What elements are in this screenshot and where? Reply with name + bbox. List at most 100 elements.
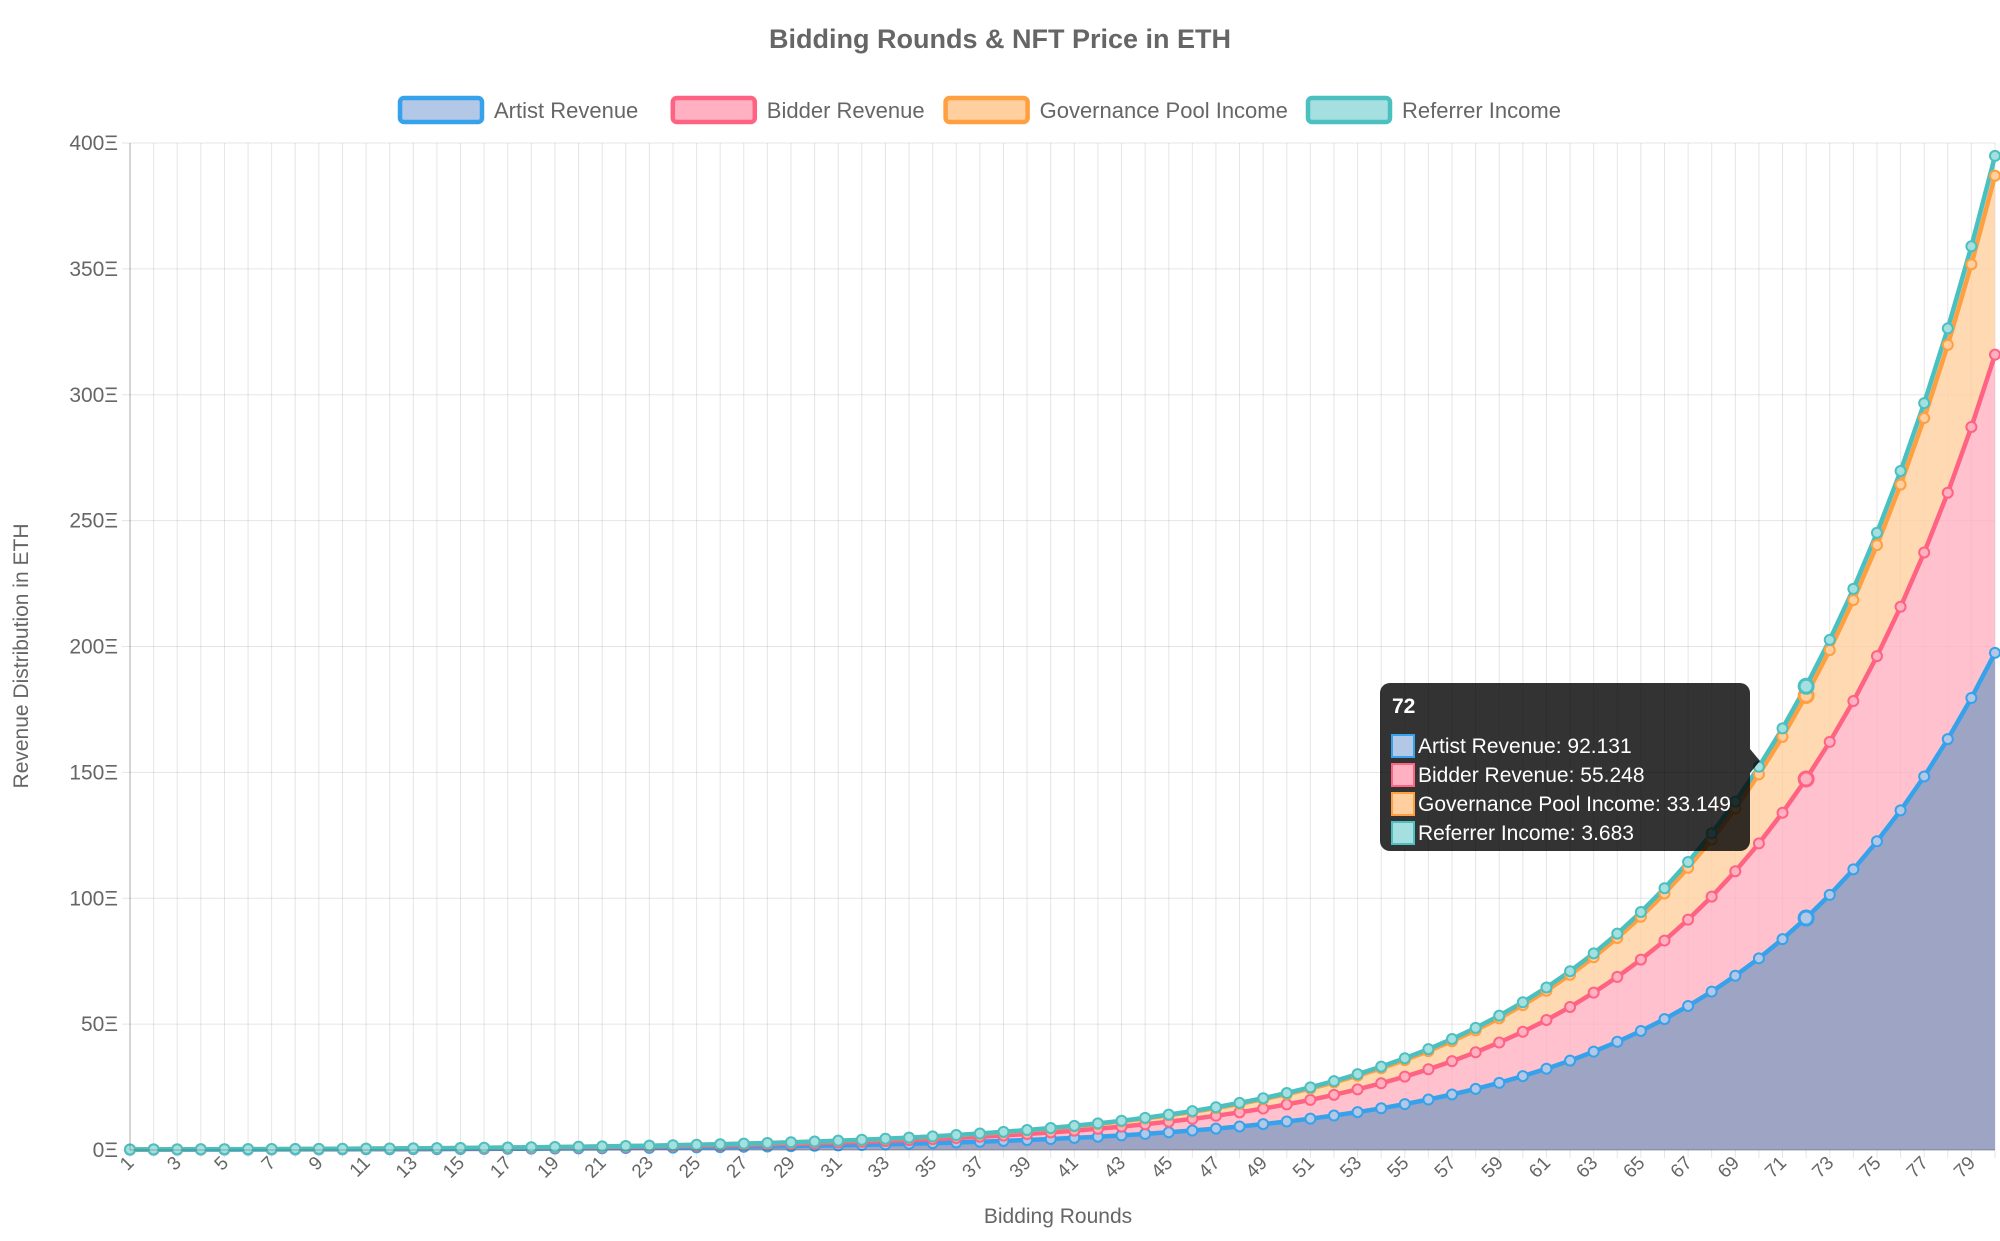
data-point [1941, 338, 1954, 351]
legend: Artist Revenue Bidder Revenue Governance P… [397, 95, 1561, 125]
data-point [1233, 1120, 1246, 1133]
data-point [1705, 985, 1718, 998]
data-point [903, 1131, 916, 1144]
legend-swatch [670, 95, 758, 125]
data-point [879, 1132, 892, 1145]
data-point [785, 1136, 798, 1149]
y-tick-label: 400Ξ [69, 132, 118, 155]
data-point [1139, 1111, 1152, 1124]
data-point [1729, 969, 1742, 982]
x-tick-label: 13 [392, 1153, 422, 1183]
data-point [714, 1138, 727, 1151]
data-point [832, 1134, 845, 1147]
x-tick-label: 69 [1714, 1153, 1744, 1183]
data-point [1068, 1119, 1081, 1132]
tooltip-line: Governance Pool Income: 33.149 [1418, 793, 1731, 816]
data-point [1682, 856, 1695, 869]
data-point [1280, 1115, 1293, 1128]
data-point [1682, 913, 1695, 926]
data-point [1327, 1088, 1340, 1101]
data-point [1422, 1043, 1435, 1056]
data-point [643, 1139, 656, 1152]
data-point [1894, 478, 1907, 491]
data-point [336, 1142, 349, 1155]
data-point [1611, 927, 1624, 940]
data-point [1375, 1060, 1388, 1073]
data-point [1375, 1077, 1388, 1090]
data-point [1918, 397, 1931, 410]
data-point [1304, 1112, 1317, 1125]
data-point [1516, 1025, 1529, 1038]
x-tick-label: 31 [817, 1153, 847, 1183]
data-point [1493, 1009, 1506, 1022]
data-point [1351, 1068, 1364, 1081]
data-point [1115, 1114, 1128, 1127]
data-point [1776, 933, 1789, 946]
data-point [1446, 1032, 1459, 1045]
legend-swatch [943, 95, 1030, 125]
data-point [1398, 1070, 1411, 1083]
data-point [1634, 1024, 1647, 1037]
data-point [1398, 1052, 1411, 1065]
data-point [1823, 888, 1836, 901]
data-point [1918, 412, 1931, 425]
data-point [289, 1142, 302, 1155]
data-point [525, 1141, 538, 1154]
data-point [1540, 1062, 1553, 1075]
y-tick-label: 250Ξ [69, 510, 118, 533]
data-point [1233, 1096, 1246, 1109]
data-point [1044, 1122, 1057, 1135]
data-point [1705, 890, 1718, 903]
data-point [1658, 1013, 1671, 1026]
legend-item: Artist Revenue [397, 95, 638, 125]
data-point [1469, 1021, 1482, 1034]
x-tick-label: 33 [864, 1153, 894, 1183]
series-points [124, 149, 2000, 1156]
data-point [1021, 1124, 1034, 1137]
data-point [1493, 1036, 1506, 1049]
data-point [1894, 804, 1907, 817]
data-point [1752, 952, 1765, 965]
data-point [1375, 1102, 1388, 1115]
x-tick-label: 45 [1147, 1153, 1177, 1183]
data-point [1989, 646, 2000, 659]
x-tick-label: 57 [1431, 1153, 1461, 1183]
data-point [501, 1141, 514, 1154]
data-point [1587, 947, 1600, 960]
data-point [1870, 650, 1883, 663]
data-point [1941, 322, 1954, 335]
data-point [1327, 1075, 1340, 1088]
data-point [1634, 906, 1647, 919]
data-point [1611, 970, 1624, 983]
data-point [1516, 1070, 1529, 1083]
legend-label: Governance Pool Income [1040, 98, 1288, 123]
x-tick-label: 35 [911, 1153, 941, 1183]
data-point [1611, 1035, 1624, 1048]
y-tick-label: 50Ξ [81, 1013, 118, 1036]
data-point [548, 1141, 561, 1154]
data-point [242, 1143, 255, 1156]
data-point [147, 1143, 160, 1156]
data-point [1186, 1105, 1199, 1118]
data-point [1823, 644, 1836, 657]
tooltip-swatch [1391, 734, 1415, 758]
y-axis-title: Revenue Distribution in ETH [10, 524, 33, 789]
data-point [1398, 1098, 1411, 1111]
x-tick-label: 37 [959, 1153, 989, 1183]
data-point [1776, 806, 1789, 819]
data-point [1469, 1046, 1482, 1059]
x-tick-label: 21 [581, 1153, 611, 1183]
data-point [1870, 835, 1883, 848]
data-point [1186, 1124, 1199, 1137]
data-point [454, 1141, 467, 1154]
data-point [973, 1127, 986, 1140]
data-point [1564, 1054, 1577, 1067]
data-point [926, 1130, 939, 1143]
data-point [1797, 909, 1815, 927]
data-point [1918, 770, 1931, 783]
x-tick-label: 3 [163, 1153, 185, 1175]
data-point [1139, 1127, 1152, 1140]
series-areas [130, 155, 1995, 1150]
data-point [407, 1142, 420, 1155]
legend-label: Artist Revenue [494, 98, 638, 123]
